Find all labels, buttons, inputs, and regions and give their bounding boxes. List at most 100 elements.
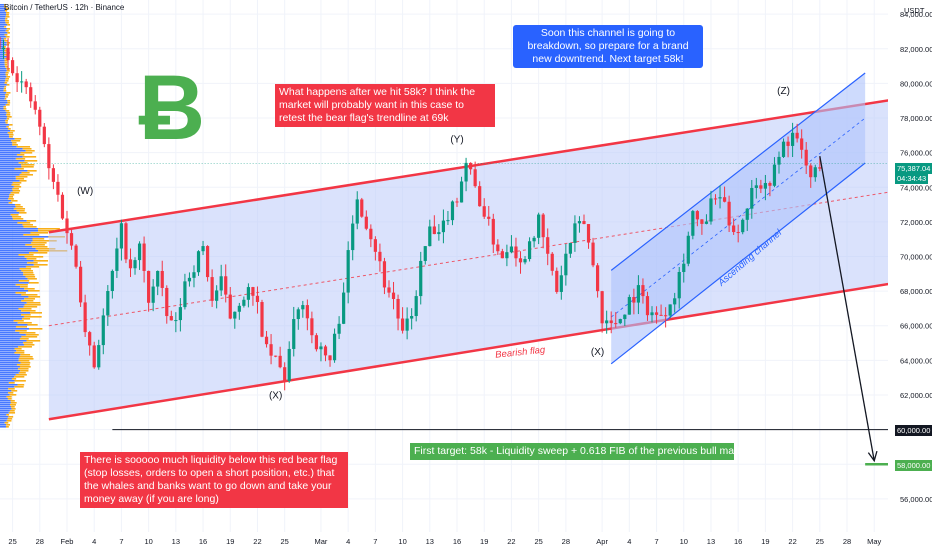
volume-bar-up <box>13 186 22 188</box>
time-axis[interactable]: 25 28 Feb 4 7 10 13 16 19 22 25 Mar 4 7 10 13 16 19 22 25 28… <box>0 532 932 550</box>
volume-bar-up <box>5 94 9 96</box>
volume-bar-down <box>0 78 6 80</box>
volume-bar-up <box>5 72 9 74</box>
candle-body <box>128 259 133 269</box>
breakdown-annotation[interactable]: Soon this channel is going to breakdown,… <box>513 25 703 68</box>
price-tick-label: 72,000.00 <box>900 218 932 227</box>
volume-bar-down <box>0 366 20 368</box>
candle-body <box>464 162 468 182</box>
volume-bar-up <box>3 106 6 108</box>
volume-bar-down <box>0 326 17 328</box>
volume-bar-down <box>0 6 5 8</box>
volume-bar-down <box>0 204 16 206</box>
time-tick-label: Apr <box>596 537 608 546</box>
volume-bar-up <box>5 66 9 68</box>
volume-bar-down <box>0 298 25 300</box>
volume-bar-up <box>16 154 25 156</box>
volume-bar-up <box>3 108 7 110</box>
candle-body <box>487 216 491 219</box>
volume-bar-up <box>9 394 17 396</box>
volume-bar-down <box>0 232 31 234</box>
candle-body <box>750 187 754 209</box>
candle-body <box>156 270 160 287</box>
volume-bar-up <box>14 386 24 388</box>
candle-body <box>20 81 24 83</box>
candle-body <box>573 223 577 243</box>
candle-body <box>387 287 391 293</box>
price-tick-label: 82,000.00 <box>900 45 932 54</box>
volume-bar-up <box>26 302 41 304</box>
volume-bar-down <box>0 182 13 184</box>
volume-bar-down <box>0 172 22 174</box>
liquidity-annotation[interactable]: There is sooooo much liquidity below thi… <box>80 452 348 508</box>
candle-body <box>423 246 427 261</box>
volume-bar-down <box>0 64 5 66</box>
volume-bar-down <box>0 354 21 356</box>
volume-bar-up <box>10 214 19 216</box>
volume-bar-down <box>0 422 5 424</box>
volume-bar-up <box>17 384 25 386</box>
currency-label: USDT <box>904 6 925 15</box>
volume-bar-up <box>4 422 9 424</box>
volume-bar-up <box>11 140 21 142</box>
volume-bar-up <box>10 192 20 194</box>
candle-body <box>645 296 650 316</box>
candle-body <box>69 233 74 246</box>
volume-bar-up <box>24 256 44 258</box>
first-target-annotation[interactable]: First target: 58k - Liquidity sweep + 0.… <box>410 443 752 460</box>
candle-body <box>564 253 568 276</box>
volume-bar-up <box>19 332 36 334</box>
price-tick-label: 56,000.00 <box>900 495 932 504</box>
volume-bar-up <box>7 398 12 400</box>
candle-body <box>446 220 450 222</box>
volume-bar-down <box>0 242 32 244</box>
volume-bar-down <box>0 198 9 200</box>
volume-bar-up <box>3 38 7 40</box>
volume-bar-up <box>7 32 10 34</box>
volume-bar-down <box>0 72 6 74</box>
volume-bar-up <box>8 198 14 200</box>
volume-bar-up <box>21 310 36 312</box>
candle-body <box>119 223 124 249</box>
retest-annotation[interactable]: What happens after we hit 58k? I think t… <box>275 84 495 127</box>
volume-bar-down <box>0 218 13 220</box>
candle-body <box>405 318 409 331</box>
candle-body <box>219 276 223 291</box>
channel-upper-line <box>610 72 866 271</box>
wave-label: (Y) <box>450 134 463 145</box>
volume-bar-up <box>18 162 28 164</box>
time-tick-label: 28 <box>562 537 570 546</box>
volume-bar-up <box>5 120 9 122</box>
volume-bar-down <box>0 120 6 122</box>
volume-bar-down <box>0 330 16 332</box>
volume-bar-up <box>5 110 10 112</box>
time-tick-label: 10 <box>144 537 152 546</box>
candle-body <box>38 109 42 127</box>
volume-bar-up <box>5 10 8 12</box>
volume-bar-down <box>0 132 8 134</box>
volume-bar-up <box>22 156 37 158</box>
volume-bar-down <box>0 296 29 298</box>
volume-bar-up <box>6 424 11 426</box>
candles <box>0 37 822 391</box>
volume-bar-up <box>4 54 8 56</box>
volume-bar-down <box>0 346 19 348</box>
volume-bar-up <box>16 146 31 148</box>
candle-body <box>328 355 332 361</box>
volume-bar-up <box>22 148 32 150</box>
volume-bar-up <box>6 114 11 116</box>
volume-bar-down <box>0 424 7 426</box>
volume-bar-up <box>15 284 28 286</box>
volume-bar-up <box>33 260 49 262</box>
candle-body <box>269 344 273 356</box>
candle-body <box>577 221 582 224</box>
forecast-arrow-head <box>867 450 878 463</box>
volume-bar-down <box>0 420 7 422</box>
volume-bar-up <box>25 266 40 268</box>
volume-bar-down <box>0 318 23 320</box>
candle-body <box>178 307 182 321</box>
candle-body <box>741 219 745 233</box>
forecast-arrow[interactable] <box>819 155 878 463</box>
pair-title[interactable]: Bitcoin / TetherUS · 12h · Binance <box>4 3 125 12</box>
